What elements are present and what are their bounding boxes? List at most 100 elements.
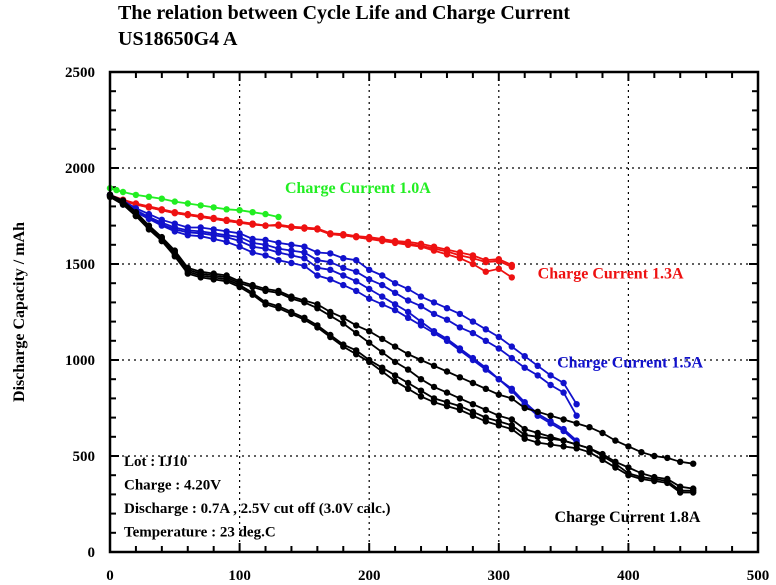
data-point <box>262 287 269 295</box>
data-point <box>249 249 256 256</box>
data-point <box>223 217 230 224</box>
data-point <box>573 445 580 452</box>
data-point <box>547 420 554 427</box>
data-point <box>456 374 464 381</box>
data-point <box>366 328 373 335</box>
data-point <box>430 383 438 391</box>
data-point <box>573 420 580 427</box>
data-point <box>625 472 632 479</box>
data-point <box>132 191 140 199</box>
data-point <box>301 316 308 323</box>
data-point <box>469 260 477 268</box>
data-point <box>391 280 399 287</box>
data-point <box>664 454 671 462</box>
data-point <box>236 237 243 245</box>
data-point <box>599 429 606 437</box>
data-point <box>275 213 282 221</box>
grid-lines <box>110 72 758 552</box>
data-point <box>456 406 464 414</box>
y-tick-label: 2500 <box>65 65 95 81</box>
data-point <box>404 314 412 321</box>
data-point <box>417 303 425 310</box>
data-point <box>197 274 204 281</box>
data-point <box>547 412 554 419</box>
data-point <box>417 293 425 300</box>
y-axis-label: Discharge Capacity / mAh <box>11 222 28 402</box>
data-point <box>327 266 334 273</box>
x-tick-label: 200 <box>358 568 381 584</box>
data-point <box>223 238 230 246</box>
data-point <box>158 222 165 229</box>
data-point <box>171 228 178 235</box>
data-point <box>288 259 295 267</box>
x-tick-label: 500 <box>747 568 770 584</box>
data-point <box>469 356 477 364</box>
data-point <box>456 324 464 331</box>
data-point <box>547 372 554 379</box>
data-point <box>495 376 502 383</box>
data-point <box>353 278 360 285</box>
data-point <box>495 257 502 265</box>
data-point <box>184 270 191 277</box>
data-point <box>340 264 347 271</box>
data-point <box>560 437 567 444</box>
data-point <box>391 289 399 296</box>
data-point <box>184 200 191 207</box>
data-point <box>275 249 282 256</box>
data-point <box>301 243 308 250</box>
x-tick-labels: 0 100 200 300 400 500 <box>106 568 769 584</box>
series-charge-current-1-0a <box>106 185 282 221</box>
data-point <box>223 206 230 213</box>
data-point <box>158 195 165 202</box>
data-point <box>443 316 451 323</box>
data-point <box>171 198 178 205</box>
data-point <box>443 368 451 375</box>
data-point <box>249 291 256 298</box>
data-point <box>301 262 308 270</box>
data-point <box>690 460 697 467</box>
data-point <box>314 272 321 279</box>
data-point <box>353 257 360 264</box>
series-line <box>109 196 694 494</box>
data-point <box>288 310 295 318</box>
note-line: Discharge : 0.7A , 2.5V cut off (3.0V ca… <box>124 501 390 517</box>
data-point <box>495 422 502 429</box>
data-point <box>327 231 334 238</box>
data-point <box>288 252 295 259</box>
data-point <box>340 281 347 289</box>
data-point <box>314 249 321 256</box>
data-point <box>301 225 308 232</box>
data-point <box>482 385 489 392</box>
data-point <box>236 243 243 250</box>
data-point <box>145 215 153 223</box>
data-point <box>469 379 477 387</box>
data-point <box>456 395 464 402</box>
series-line <box>109 194 513 279</box>
data-point <box>353 233 360 241</box>
y-tick-labels: 0 500 1000 1500 2000 2500 <box>65 65 95 561</box>
data-point <box>482 366 489 373</box>
data-point <box>391 301 399 308</box>
chart-title: The relation between Cycle Life and Char… <box>118 2 570 24</box>
data-point <box>353 287 360 295</box>
y-tick-label: 1500 <box>65 257 95 273</box>
data-point <box>495 265 502 272</box>
data-point <box>210 204 217 211</box>
data-point <box>171 253 178 260</box>
data-point <box>677 489 684 496</box>
data-point <box>547 381 554 389</box>
data-point <box>262 301 269 308</box>
data-point <box>495 391 502 398</box>
data-point <box>612 464 619 471</box>
data-point <box>508 343 515 350</box>
data-point <box>612 437 619 444</box>
data-point <box>366 295 373 302</box>
data-point <box>677 458 684 465</box>
data-point <box>508 354 515 362</box>
data-point <box>430 399 438 406</box>
data-point <box>288 241 295 248</box>
data-point <box>391 358 399 366</box>
data-point <box>301 299 308 306</box>
y-tick-label: 1000 <box>65 353 95 369</box>
plot-frame <box>108 70 760 554</box>
